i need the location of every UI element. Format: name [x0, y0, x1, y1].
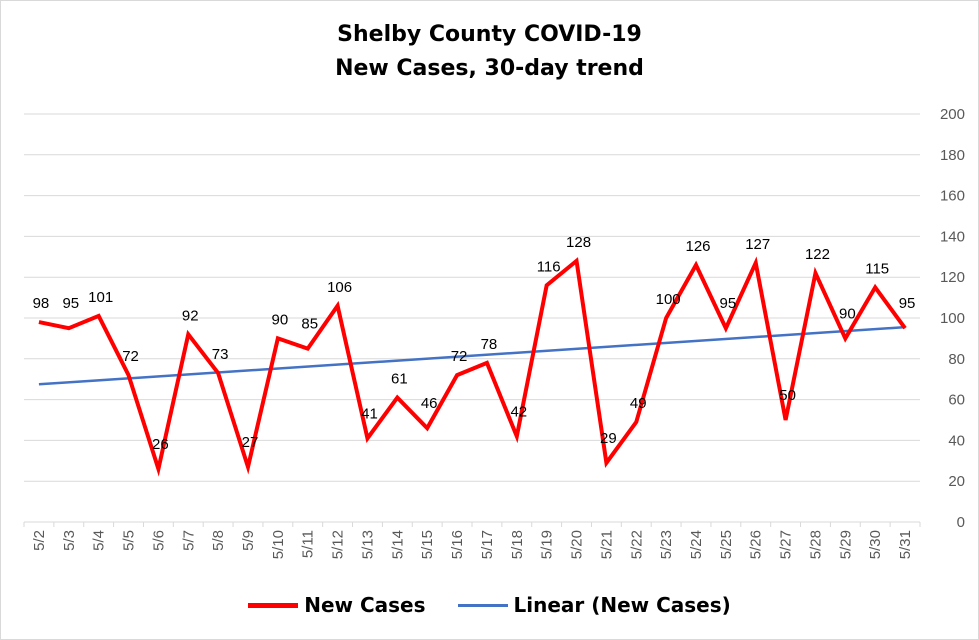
data-label: 92: [182, 307, 199, 324]
data-label: 41: [361, 405, 378, 422]
data-label: 115: [865, 260, 889, 277]
data-label: 73: [212, 346, 229, 363]
data-label: 127: [745, 236, 770, 253]
x-tick-label: 5/25: [718, 530, 735, 559]
data-label: 90: [839, 305, 856, 322]
chart-title-block: Shelby County COVID-19 New Cases, 30-day…: [0, 18, 979, 86]
data-label: 61: [391, 371, 408, 388]
x-tick-label: 5/6: [150, 530, 167, 551]
x-tick-label: 5/28: [807, 530, 824, 559]
legend-swatch-new-cases: [248, 602, 299, 608]
x-tick-label: 5/24: [688, 530, 705, 559]
y-tick-label: 120: [940, 269, 965, 286]
x-tick-label: 5/21: [598, 530, 615, 559]
legend-label-linear: Linear (New Cases): [513, 593, 731, 617]
y-tick-label: 140: [940, 228, 965, 245]
data-label: 29: [600, 430, 617, 447]
legend-label-new-cases: New Cases: [304, 593, 426, 617]
x-tick-label: 5/19: [539, 530, 556, 559]
x-tick-label: 5/23: [658, 530, 675, 559]
x-tick-label: 5/9: [240, 530, 257, 551]
data-label: 116: [537, 258, 561, 275]
x-tick-label: 5/14: [389, 530, 406, 559]
x-tick-label: 5/22: [628, 530, 645, 559]
data-label: 42: [510, 403, 527, 420]
data-label: 27: [242, 434, 259, 451]
x-tick-label: 5/12: [330, 530, 347, 559]
legend-swatch-linear: [457, 603, 508, 607]
x-tick-label: 5/11: [300, 530, 317, 558]
x-tick-label: 5/18: [509, 530, 526, 559]
y-tick-label: 80: [948, 351, 965, 368]
chart-legend: New Cases Linear (New Cases): [0, 592, 979, 618]
x-tick-label: 5/20: [569, 530, 586, 559]
y-tick-label: 200: [940, 106, 965, 123]
x-tick-label: 5/3: [61, 530, 78, 551]
x-tick-label: 5/16: [449, 530, 466, 559]
x-tick-label: 5/10: [270, 530, 287, 559]
x-tick-label: 5/31: [897, 530, 914, 559]
chart-title: Shelby County COVID-19: [337, 22, 642, 47]
x-tick-label: 5/5: [121, 530, 138, 551]
x-tick-label: 5/29: [837, 530, 854, 559]
trendline-linear: [38, 325, 906, 386]
x-tick-label: 5/15: [419, 530, 436, 559]
data-label: 126: [685, 238, 710, 255]
x-tick-label: 5/2: [31, 530, 48, 551]
data-label: 50: [779, 387, 796, 404]
chart-subtitle: New Cases, 30-day trend: [335, 56, 644, 81]
data-label: 95: [720, 295, 737, 312]
data-label: 72: [122, 348, 139, 365]
x-tick-label: 5/4: [91, 530, 108, 551]
x-tick-label: 5/27: [778, 530, 795, 559]
data-label: 72: [451, 348, 468, 365]
x-tick-label: 5/7: [180, 530, 197, 551]
data-label: 95: [62, 295, 79, 312]
data-label: 95: [899, 295, 916, 312]
data-label: 78: [481, 336, 498, 353]
data-label: 46: [421, 395, 438, 412]
data-label: 100: [656, 291, 681, 308]
y-tick-label: 0: [957, 514, 965, 531]
x-tick-label: 5/13: [359, 530, 376, 559]
data-label: 98: [33, 295, 50, 312]
data-label: 26: [152, 436, 169, 453]
y-tick-label: 160: [940, 188, 965, 205]
data-label: 128: [566, 234, 591, 251]
y-tick-label: 20: [948, 473, 965, 490]
data-label: 85: [301, 316, 318, 333]
data-label: 49: [630, 395, 647, 412]
x-tick-label: 5/17: [479, 530, 496, 559]
legend-item-linear: Linear (New Cases): [457, 593, 731, 617]
x-tick-label: 5/30: [867, 530, 884, 559]
data-label: 106: [327, 279, 352, 296]
y-tick-label: 100: [940, 310, 965, 327]
series-line-new-cases: [38, 256, 907, 477]
legend-item-new-cases: New Cases: [248, 593, 426, 617]
x-tick-label: 5/26: [748, 530, 765, 559]
y-tick-label: 40: [948, 432, 965, 449]
data-label: 122: [805, 246, 830, 263]
y-tick-label: 180: [940, 147, 965, 164]
data-label: 90: [272, 311, 289, 328]
data-label: 101: [88, 289, 113, 306]
x-tick-label: 5/8: [210, 530, 227, 551]
y-tick-label: 60: [948, 392, 965, 409]
